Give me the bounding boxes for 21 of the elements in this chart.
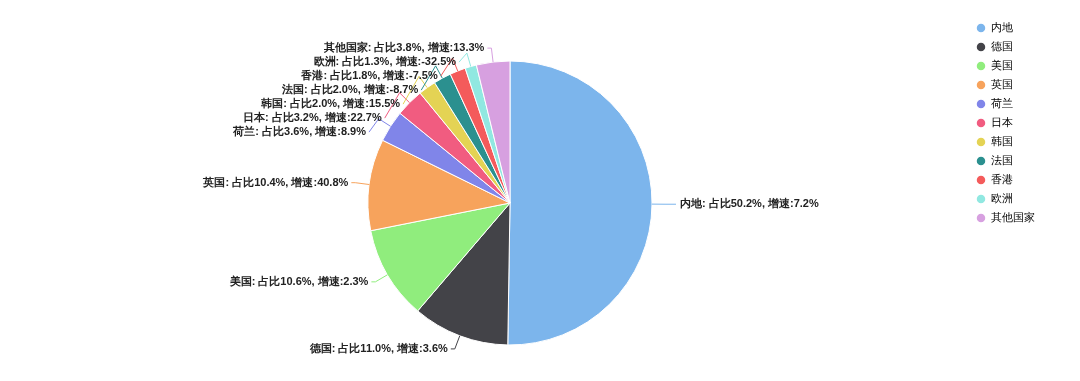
legend-label: 韩国 <box>991 135 1013 147</box>
data-label: 其他国家: 占比3.8%, 增速:13.3% <box>322 41 485 55</box>
legend-label: 日本 <box>991 116 1013 128</box>
legend-label: 美国 <box>991 59 1013 71</box>
data-label: 美国: 占比10.6%, 增速:2.3% <box>228 274 369 287</box>
legend-label: 德国 <box>991 40 1013 52</box>
data-label: 法国: 占比2.0%, 增速:-8.7% <box>280 83 419 96</box>
data-label: 荷兰: 占比3.6%, 增速:8.9% <box>232 125 367 138</box>
legend-label: 英国 <box>991 78 1013 90</box>
data-label: 德国: 占比11.0%, 增速:3.6% <box>308 341 449 354</box>
legend-label: 荷兰 <box>991 97 1013 109</box>
legend-label: 法国 <box>991 154 1013 166</box>
data-label: 英国: 占比10.4%, 增速:40.8% <box>202 175 349 188</box>
data-label: 欧洲: 占比1.3%, 增速:-32.5% <box>313 55 457 68</box>
data-label: 日本: 占比3.2%, 增速:22.7% <box>242 111 382 124</box>
data-label: 韩国: 占比2.0%, 增速:15.5% <box>260 97 401 110</box>
legend-label: 内地 <box>991 21 1013 33</box>
data-label: 内地: 占比50.2%, 增速:7.2% <box>680 197 819 210</box>
legend-label: 香港 <box>991 173 1013 185</box>
legend-label: 欧洲 <box>991 192 1013 204</box>
legend-label: 其他国家 <box>991 211 1035 223</box>
